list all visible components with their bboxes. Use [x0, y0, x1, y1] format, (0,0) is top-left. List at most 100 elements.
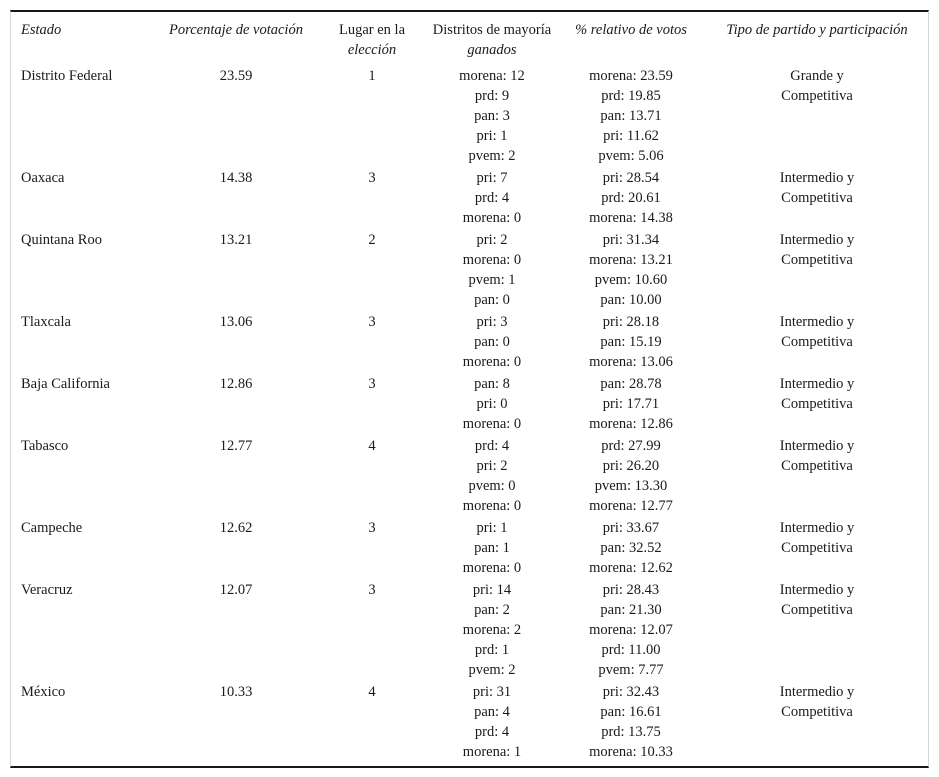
- cell-porcentaje: 14.38: [219, 170, 253, 186]
- cell-tipo: Intermedio y Competitiva: [706, 168, 928, 230]
- cell-lugar: 4: [368, 438, 376, 454]
- cell-porcentaje: 12.86: [219, 376, 253, 392]
- cell-estado: Tlaxcala: [21, 314, 71, 330]
- cell-porcentaje: 12.62: [219, 520, 253, 536]
- cell-relativo: morena: 23.59 prd: 19.85 pan: 13.71 pri:…: [556, 66, 706, 168]
- cell-estado: Baja California: [21, 376, 110, 392]
- table-body: Distrito Federal 23.59 1 morena: 12 prd:…: [11, 66, 928, 764]
- tipo-line: Intermedio y: [779, 232, 855, 248]
- cell-lugar: 2: [368, 232, 376, 248]
- distritos-line: pri: 0: [476, 396, 508, 412]
- distritos-line: morena: 2: [462, 622, 522, 638]
- relativo-line: pan: 16.61: [600, 704, 662, 720]
- relativo-line: pan: 28.78: [600, 376, 662, 392]
- table-row: Campeche 12.62 3 pri: 1 pan: 1 morena: 0…: [11, 518, 928, 580]
- distritos-line: pvem: 2: [468, 662, 516, 678]
- cell-distritos: pri: 31 pan: 4 prd: 4 morena: 1: [428, 682, 556, 764]
- distritos-line: pri: 3: [476, 314, 508, 330]
- relativo-line: pri: 33.67: [602, 520, 660, 536]
- tipo-line: Competitiva: [781, 334, 853, 350]
- header-relativo: % relativo de votos: [556, 20, 706, 66]
- relativo-line: pan: 21.30: [600, 602, 662, 618]
- relativo-line: morena: 12.07: [589, 622, 673, 638]
- distritos-line: pan: 0: [474, 334, 510, 350]
- cell-relativo: pri: 28.54 prd: 20.61 morena: 14.38: [556, 168, 706, 230]
- cell-lugar: 3: [368, 170, 376, 186]
- cell-distritos: pan: 8 pri: 0 morena: 0: [428, 374, 556, 436]
- distritos-line: pri: 2: [476, 232, 508, 248]
- distritos-line: pan: 4: [474, 704, 510, 720]
- distritos-line: morena: 0: [462, 354, 522, 370]
- table-header: Estado Porcentaje de votación Lugar en l…: [11, 20, 928, 66]
- results-table-container: Estado Porcentaje de votación Lugar en l…: [10, 10, 929, 768]
- relativo-line: pri: 28.54: [602, 170, 660, 186]
- cell-porcentaje: 12.07: [219, 582, 253, 598]
- relativo-line: morena: 14.38: [589, 210, 673, 226]
- distritos-line: morena: 0: [462, 210, 522, 226]
- relativo-line: morena: 13.06: [589, 354, 673, 370]
- relativo-line: morena: 12.77: [589, 498, 673, 514]
- table-row: Quintana Roo 13.21 2 pri: 2 morena: 0 pv…: [11, 230, 928, 312]
- cell-estado: Tabasco: [21, 438, 69, 454]
- relativo-line: morena: 13.21: [589, 252, 673, 268]
- header-line: ganados: [467, 42, 517, 58]
- distritos-line: pvem: 1: [468, 272, 516, 288]
- relativo-line: morena: 10.33: [589, 744, 673, 760]
- relativo-line: pvem: 5.06: [598, 148, 664, 164]
- header-lugar: Lugar en la elección: [316, 20, 428, 66]
- tipo-line: Competitiva: [781, 190, 853, 206]
- header-porcentaje: Porcentaje de votación: [156, 20, 316, 66]
- cell-tipo: Intermedio y Competitiva: [706, 580, 928, 682]
- relativo-line: pvem: 13.30: [594, 478, 668, 494]
- distritos-line: prd: 4: [474, 438, 510, 454]
- tipo-line: Competitiva: [781, 88, 853, 104]
- tipo-line: Competitiva: [781, 704, 853, 720]
- cell-tipo: Intermedio y Competitiva: [706, 230, 928, 312]
- relativo-line: prd: 19.85: [601, 88, 661, 104]
- cell-tipo: Intermedio y Competitiva: [706, 436, 928, 518]
- cell-tipo: Grande y Competitiva: [706, 66, 928, 168]
- relativo-line: pri: 11.62: [603, 128, 659, 144]
- distritos-line: pri: 14: [472, 582, 512, 598]
- cell-distritos: pri: 3 pan: 0 morena: 0: [428, 312, 556, 374]
- relativo-line: prd: 13.75: [601, 724, 661, 740]
- distritos-line: morena: 1: [462, 744, 522, 760]
- cell-lugar: 4: [368, 684, 376, 700]
- distritos-line: pri: 31: [472, 684, 512, 700]
- tipo-line: Intermedio y: [779, 582, 855, 598]
- cell-relativo: pan: 28.78 pri: 17.71 morena: 12.86: [556, 374, 706, 436]
- tipo-line: Intermedio y: [779, 684, 855, 700]
- cell-estado: Quintana Roo: [21, 232, 102, 248]
- cell-distritos: pri: 2 morena: 0 pvem: 1 pan: 0: [428, 230, 556, 312]
- relativo-line: prd: 11.00: [601, 642, 661, 658]
- relativo-line: pan: 32.52: [600, 540, 662, 556]
- cell-relativo: pri: 33.67 pan: 32.52 morena: 12.62: [556, 518, 706, 580]
- tipo-line: Intermedio y: [779, 438, 855, 454]
- relativo-line: pvem: 7.77: [598, 662, 664, 678]
- distritos-line: morena: 0: [462, 560, 522, 576]
- header-line: Estado: [21, 22, 62, 38]
- cell-porcentaje: 13.06: [219, 314, 253, 330]
- relativo-line: pan: 15.19: [600, 334, 662, 350]
- cell-lugar: 3: [368, 520, 376, 536]
- header-line: Distritos de mayoría: [432, 22, 552, 38]
- distritos-line: pan: 8: [474, 376, 510, 392]
- table-row: Distrito Federal 23.59 1 morena: 12 prd:…: [11, 66, 928, 168]
- header-tipo: Tipo de partido y participación: [706, 20, 928, 66]
- relativo-line: pvem: 10.60: [594, 272, 668, 288]
- cell-porcentaje: 13.21: [219, 232, 253, 248]
- distritos-line: pri: 1: [476, 520, 508, 536]
- relativo-line: prd: 20.61: [601, 190, 661, 206]
- distritos-line: morena: 12: [459, 68, 525, 84]
- cell-estado: Veracruz: [21, 582, 73, 598]
- tipo-line: Competitiva: [781, 252, 853, 268]
- relativo-line: morena: 12.86: [589, 416, 673, 432]
- distritos-line: pan: 2: [474, 602, 510, 618]
- election-results-table: Estado Porcentaje de votación Lugar en l…: [11, 20, 928, 764]
- relativo-line: morena: 12.62: [589, 560, 673, 576]
- cell-porcentaje: 10.33: [219, 684, 253, 700]
- distritos-line: pri: 7: [476, 170, 508, 186]
- relativo-line: pan: 13.71: [600, 108, 662, 124]
- table-row: Veracruz 12.07 3 pri: 14 pan: 2 morena: …: [11, 580, 928, 682]
- tipo-line: Intermedio y: [779, 520, 855, 536]
